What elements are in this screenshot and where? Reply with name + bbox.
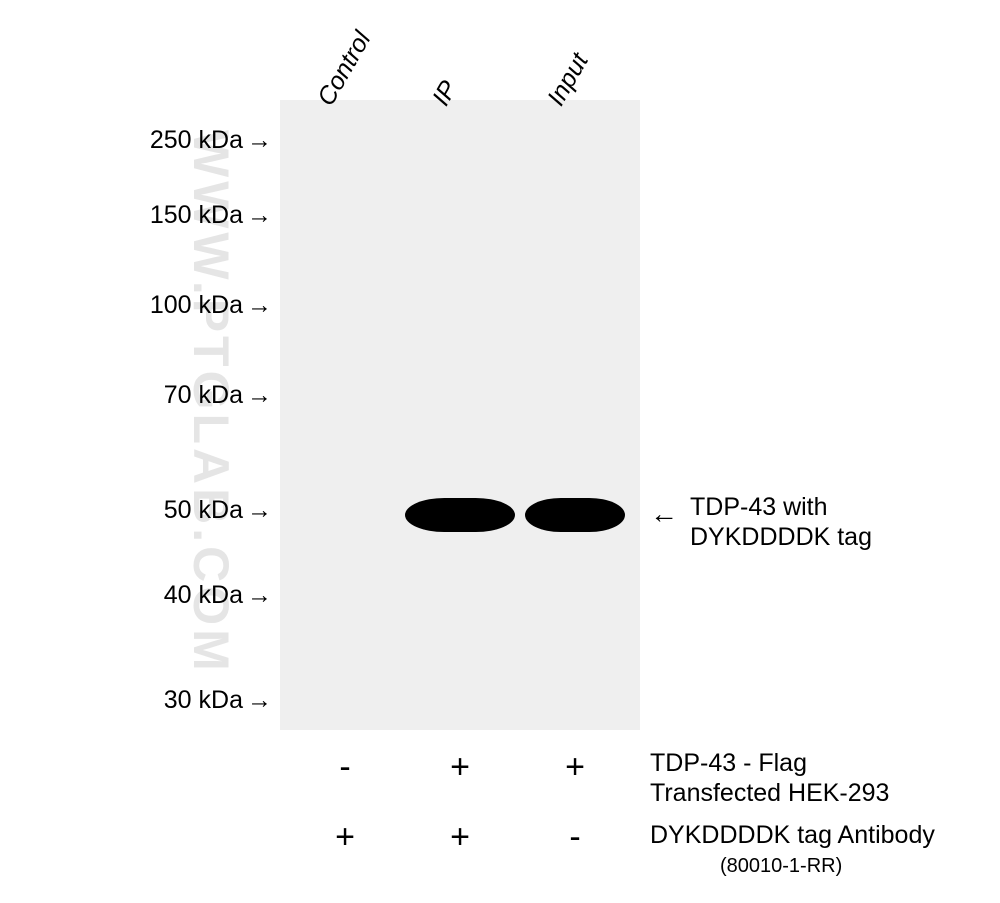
- marker-arrow-icon: →: [247, 496, 272, 525]
- condition-symbol-row2-lane1: +: [325, 820, 365, 854]
- marker-arrow-icon: →: [247, 291, 272, 320]
- marker-arrow-icon: →: [247, 686, 272, 715]
- western-blot-membrane: [280, 100, 640, 730]
- condition-label-antibody-line1: DYKDDDDK tag Antibody: [650, 820, 935, 850]
- marker-arrow-icon: →: [247, 126, 272, 155]
- figure-stage: WWW.PTGLAB.COM ControlIPInput 250 kDa→15…: [0, 0, 1000, 903]
- condition-symbol-row1-lane2: +: [440, 750, 480, 784]
- band-annotation-line-2: DYKDDDDK tag: [690, 522, 872, 552]
- mw-marker-40-kda: 40 kDa→: [60, 581, 272, 610]
- mw-marker-150-kda: 150 kDa→: [60, 201, 272, 230]
- mw-marker-30-kda: 30 kDa→: [60, 686, 272, 715]
- band-annotation-arrow-icon: ←: [650, 500, 678, 528]
- condition-label-antibody: DYKDDDDK tag Antibody: [650, 820, 935, 850]
- lane-label-control: Control: [312, 27, 377, 111]
- condition-symbol-row2-lane3: -: [555, 820, 595, 854]
- condition-sublabel-catalog: (80010-1-RR): [720, 855, 842, 878]
- condition-symbol-row2-lane2: +: [440, 820, 480, 854]
- marker-arrow-icon: →: [247, 581, 272, 610]
- condition-symbol-row1-lane1: -: [325, 750, 365, 784]
- mw-marker-100-kda: 100 kDa→: [60, 291, 272, 320]
- marker-arrow-icon: →: [247, 201, 272, 230]
- protein-band-lane-3: [525, 498, 625, 532]
- condition-symbol-row1-lane3: +: [555, 750, 595, 784]
- mw-marker-50-kda: 50 kDa→: [60, 496, 272, 525]
- mw-marker-70-kda: 70 kDa→: [60, 381, 272, 410]
- band-annotation-line-1: TDP-43 with: [690, 492, 872, 522]
- condition-label-transfection-line2: Transfected HEK-293: [650, 778, 889, 808]
- condition-label-transfection-line1: TDP-43 - Flag: [650, 748, 889, 778]
- band-annotation-text: TDP-43 with DYKDDDDK tag: [690, 492, 872, 552]
- marker-arrow-icon: →: [247, 381, 272, 410]
- mw-marker-250-kda: 250 kDa→: [60, 126, 272, 155]
- protein-band-lane-2: [405, 498, 515, 532]
- condition-label-transfection: TDP-43 - Flag Transfected HEK-293: [650, 748, 889, 808]
